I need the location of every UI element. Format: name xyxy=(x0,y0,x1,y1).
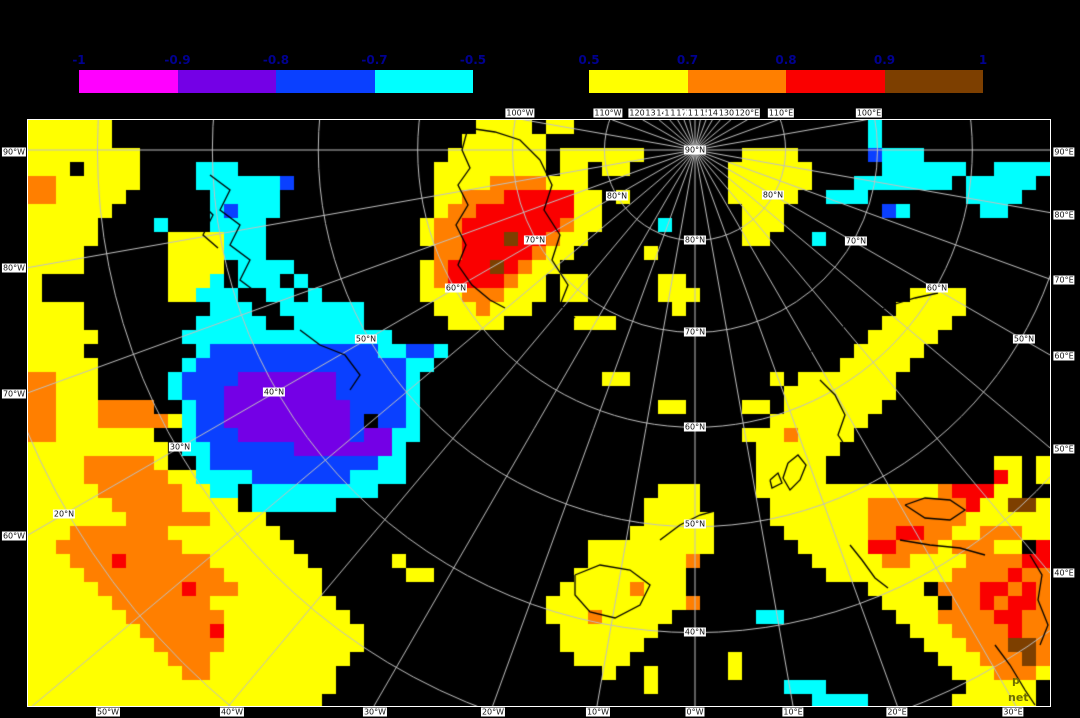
positive-colorbar-tick-label: 0.5 xyxy=(578,53,600,67)
negative-colorbar-tick-label: -1 xyxy=(72,53,86,67)
lon-label-bottom: 10°W xyxy=(585,707,611,717)
lon-label-left: 90°W xyxy=(1,147,27,157)
lon-label-top: 110°W xyxy=(593,108,623,118)
lon-label-top: 100°W xyxy=(505,108,535,118)
positive-colorbar-tick-label: 0.7 xyxy=(676,53,699,67)
positive-colorbar: 0.5 0.7 0.8 0.9 1 xyxy=(578,53,987,93)
lon-label-right: 60°E xyxy=(1053,351,1075,361)
lon-label-bottom: 20°E xyxy=(886,707,908,717)
lon-label-right: 80°E xyxy=(1053,210,1075,220)
lon-label-top: 130°E xyxy=(717,108,745,118)
lat-label: 80°N xyxy=(683,235,707,245)
negative-colorbar-tick-label: -0.9 xyxy=(164,53,191,67)
lat-label: 60°N xyxy=(444,283,468,293)
lon-label-bottom: 50°W xyxy=(95,707,121,717)
lat-label: 70°N xyxy=(523,235,547,245)
lat-label: 60°N xyxy=(683,422,707,432)
positive-colorbar-ticks: 0.5 0.7 0.8 0.9 1 xyxy=(578,53,987,70)
lon-label-right: 90°E xyxy=(1053,147,1075,157)
watermark-text: net xyxy=(1008,691,1029,704)
lat-label: 40°N xyxy=(262,387,286,397)
lon-label-bottom: 20°W xyxy=(480,707,506,717)
positive-colorbar-segment xyxy=(884,70,983,93)
lat-label: 90°N xyxy=(683,145,707,155)
lon-label-left: 60°W xyxy=(1,531,27,541)
positive-colorbar-tick-label: 1 xyxy=(978,53,988,67)
lat-label: 70°N xyxy=(844,236,868,246)
map-canvas xyxy=(28,120,1050,706)
lon-label-bottom: 10°E xyxy=(782,707,804,717)
negative-colorbar-tick-label: -0.5 xyxy=(459,53,487,67)
lon-label-left: 80°W xyxy=(1,263,27,273)
positive-colorbar-tick-label: 0.8 xyxy=(775,53,797,67)
lat-label: 40°N xyxy=(683,627,707,637)
positive-colorbar-bar xyxy=(589,70,983,93)
lat-label: 70°N xyxy=(683,327,707,337)
lat-label: 50°N xyxy=(354,334,378,344)
negative-colorbar-segment xyxy=(177,70,276,93)
lat-label: 80°N xyxy=(761,190,785,200)
lon-label-left: 70°W xyxy=(1,389,27,399)
positive-colorbar-tick-label: 0.9 xyxy=(873,53,896,67)
watermark-text: p xyxy=(1012,674,1020,687)
negative-colorbar-tick-label: -0.8 xyxy=(262,53,290,67)
lat-label: 30°N xyxy=(168,442,192,452)
positive-colorbar-segment xyxy=(687,70,786,93)
lat-label: 80°N xyxy=(605,191,629,201)
negative-colorbar-ticks: -1 -0.9 -0.8 -0.7 -0.5 xyxy=(72,53,486,70)
lat-label: 50°N xyxy=(1012,334,1036,344)
negative-colorbar-tick-label: -0.7 xyxy=(361,53,388,67)
lon-label-bottom: 40°W xyxy=(219,707,245,717)
lon-label-right: 50°E xyxy=(1053,444,1075,454)
lon-label-bottom: 30°E xyxy=(1002,707,1024,717)
negative-colorbar: -1 -0.9 -0.8 -0.7 -0.5 xyxy=(72,53,486,93)
lat-label: 60°N xyxy=(925,283,949,293)
positive-colorbar-segment xyxy=(786,70,885,93)
map-frame: p net 100°W110°W120°W130°W140°W150°W160°… xyxy=(1,108,1075,717)
lon-label-bottom: 0°W xyxy=(685,707,705,717)
negative-colorbar-bar xyxy=(79,70,473,93)
lon-label-right: 70°E xyxy=(1053,275,1075,285)
negative-colorbar-segment xyxy=(276,70,375,93)
lon-label-top: 120°E xyxy=(733,108,761,118)
positive-colorbar-segment xyxy=(589,70,688,93)
lat-label: 20°N xyxy=(52,509,76,519)
negative-colorbar-segment xyxy=(79,70,178,93)
lon-label-bottom: 30°W xyxy=(362,707,388,717)
negative-colorbar-segment xyxy=(374,70,473,93)
lon-label-top: 100°E xyxy=(855,108,883,118)
lon-label-right: 40°E xyxy=(1053,568,1075,578)
lon-label-top: 120°W xyxy=(628,108,658,118)
lat-label: 50°N xyxy=(683,519,707,529)
lon-label-top: 110°E xyxy=(767,108,795,118)
